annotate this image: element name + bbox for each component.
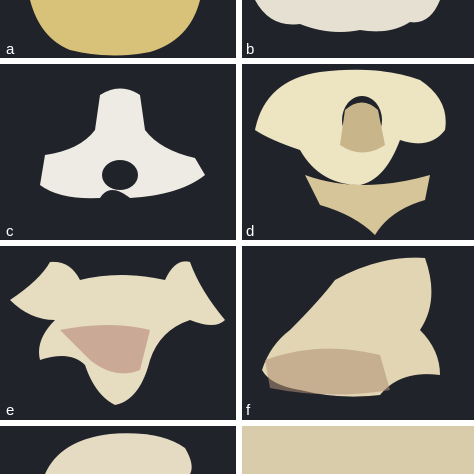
panel-h xyxy=(242,426,474,474)
bone-g xyxy=(45,433,192,474)
panel-label: a xyxy=(6,41,15,58)
bone-a xyxy=(30,0,200,56)
panel-label: d xyxy=(246,223,254,240)
bone-d-lower xyxy=(305,175,430,235)
bone-f-stain xyxy=(265,348,390,395)
bone-c-hole xyxy=(102,160,138,190)
bone-b xyxy=(255,0,440,32)
bone-e-stain xyxy=(60,325,150,374)
panel-label: e xyxy=(6,402,14,419)
bone-c xyxy=(40,88,205,199)
panel-label: c xyxy=(6,223,14,240)
panel-label: b xyxy=(246,41,254,58)
panel-label: f xyxy=(246,402,251,419)
bone-d-dens xyxy=(340,102,385,153)
